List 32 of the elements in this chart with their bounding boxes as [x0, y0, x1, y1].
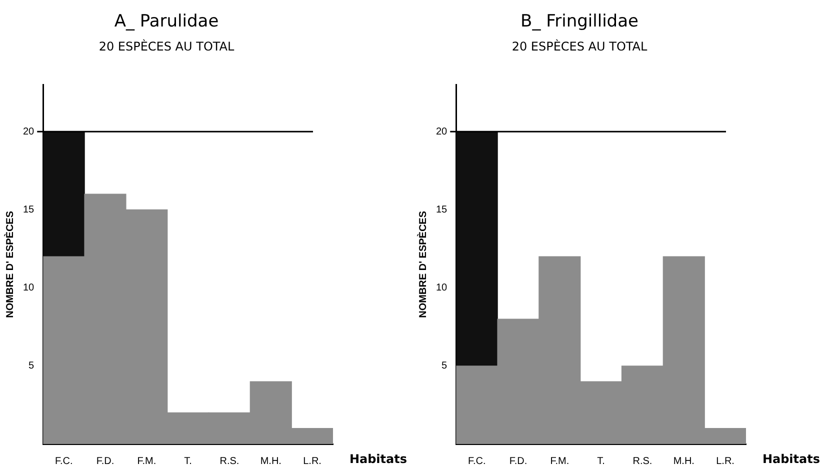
chart-title: B_ Fringillidae [520, 12, 638, 32]
x-tick-label: F.M. [550, 456, 570, 467]
y-tick-label: 15 [23, 204, 35, 216]
x-tick-label: F.D. [96, 456, 114, 467]
x-tick-label: F.D. [509, 456, 528, 467]
x-tick-label: F.C. [54, 456, 73, 467]
y-axis-title: NOMBRE D' ESPÈCES [4, 210, 16, 318]
bar [43, 131, 85, 257]
y-tick-label: 10 [436, 282, 448, 294]
y-tick-label: 15 [436, 204, 448, 216]
x-tick-label: L.R. [303, 456, 322, 467]
bar [456, 131, 498, 366]
y-tick-label: 5 [442, 360, 448, 372]
y-tick-label: 5 [28, 360, 35, 372]
y-tick-label: 20 [436, 126, 448, 138]
x-tick-label: R.S. [220, 456, 240, 467]
x-axis-title: Habitats [762, 452, 820, 466]
x-tick-label: T. [184, 456, 192, 467]
x-tick-label: F.C. [468, 456, 486, 467]
y-tick-label: 10 [23, 282, 35, 294]
x-tick-label: R.S. [632, 456, 652, 467]
x-tick-label: F.M. [137, 456, 156, 467]
x-tick-label: M.H. [673, 456, 694, 467]
x-tick-label: L.R. [716, 456, 734, 467]
x-tick-label: T. [597, 456, 605, 467]
x-tick-label: M.H. [260, 456, 282, 467]
chart-subtitle: 20 ESPÈCES AU TOTAL [98, 38, 234, 54]
x-axis-title: Habitats [349, 452, 407, 466]
chart-title: A_ Parulidae [114, 12, 219, 32]
y-tick-label: 20 [23, 126, 35, 138]
chart-subtitle: 20 ESPÈCES AU TOTAL [512, 38, 648, 54]
y-axis-title: NOMBRE D' ESPÈCES [416, 210, 429, 318]
